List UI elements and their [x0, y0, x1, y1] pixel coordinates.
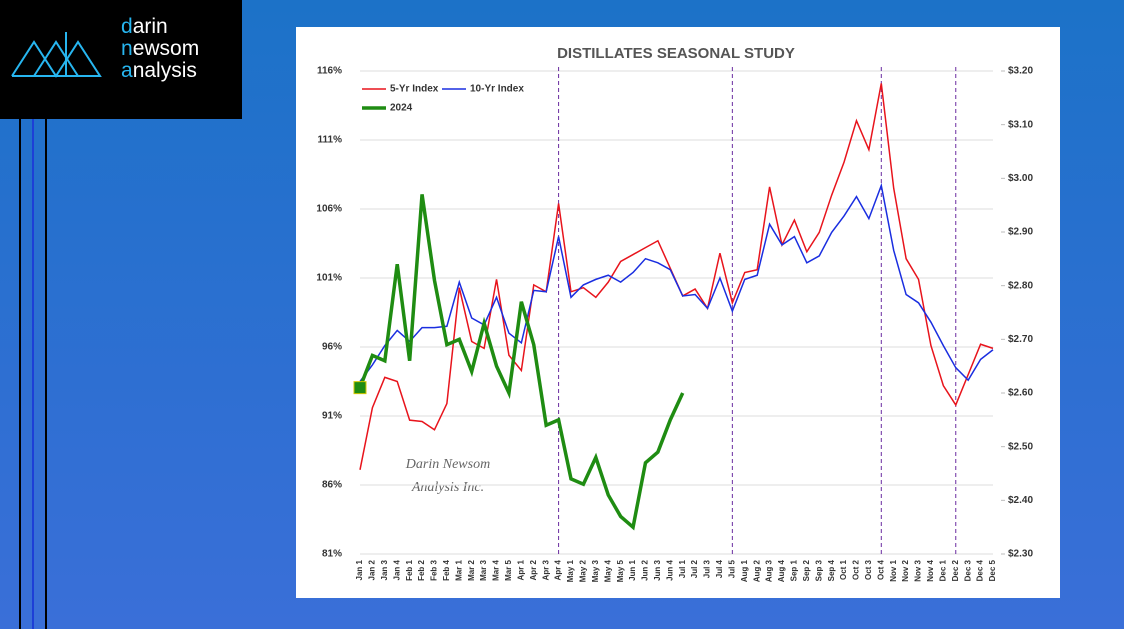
x-tick-label: Jul 3	[703, 559, 712, 578]
x-tick-label: Jun 3	[653, 559, 662, 580]
x-tick-label: Mar 2	[467, 559, 476, 580]
x-tick-label: Oct 4	[876, 559, 885, 580]
x-tick-label: May 4	[603, 559, 612, 582]
y-tick-label: 91%	[322, 411, 342, 422]
x-tick-label: Aug 4	[777, 559, 786, 582]
x-tick-label: Oct 2	[852, 559, 861, 580]
x-tick-label: Sep 1	[790, 559, 799, 581]
deco-bar	[19, 119, 21, 629]
x-tick-label: Dec 5	[988, 559, 997, 581]
y2-tick-label: $2.30	[1008, 549, 1033, 560]
x-tick-label: Apr 4	[554, 559, 563, 580]
x-tick-label: Dec 2	[951, 559, 960, 581]
x-tick-label: Mar 5	[504, 559, 513, 580]
x-tick-label: Jan 3	[380, 559, 389, 580]
x-tick-label: Jan 4	[392, 559, 401, 580]
x-tick-label: Feb 1	[405, 559, 414, 580]
x-tick-label: Nov 1	[889, 559, 898, 581]
x-tick-label: Feb 4	[442, 559, 451, 580]
series-line	[359, 83, 994, 470]
x-tick-label: Mar 3	[479, 559, 488, 580]
x-tick-label: Feb 2	[417, 559, 426, 580]
start-marker	[353, 381, 367, 395]
deco-bar	[45, 119, 47, 629]
x-tick-label: Jan 1	[355, 559, 364, 580]
logo-line: darin	[121, 15, 168, 38]
series-line	[359, 182, 994, 382]
logo-icon	[11, 32, 102, 78]
chart-title: DISTILLATES SEASONAL STUDY	[557, 45, 795, 62]
x-tick-label: Jul 4	[715, 559, 724, 578]
x-tick-label: Jun 4	[665, 559, 674, 580]
y-tick-label: 86%	[322, 480, 342, 491]
logo-line: analysis	[121, 59, 197, 82]
x-tick-label: Dec 1	[938, 559, 947, 581]
y-tick-label: 116%	[317, 66, 342, 77]
x-tick-label: May 1	[566, 559, 575, 582]
x-tick-label: Apr 2	[529, 559, 538, 580]
legend-label: 2024	[390, 103, 413, 114]
x-tick-label: Nov 2	[901, 559, 910, 581]
x-tick-label: Aug 3	[765, 559, 774, 582]
x-tick-label: Jul 1	[678, 559, 687, 578]
x-tick-label: Apr 3	[541, 559, 550, 580]
x-tick-label: Sep 2	[802, 559, 811, 581]
x-tick-label: Feb 3	[430, 559, 439, 580]
y2-tick-label: $3.20	[1008, 66, 1033, 77]
x-tick-label: May 2	[579, 559, 588, 582]
x-tick-label: Nov 3	[914, 559, 923, 581]
y2-tick-label: $2.40	[1008, 495, 1033, 506]
y-tick-label: 106%	[316, 204, 342, 215]
chart-panel: DISTILLATES SEASONAL STUDY Darin Newsom …	[296, 27, 1060, 598]
deco-bar	[32, 119, 34, 629]
x-tick-label: Mar 4	[492, 559, 501, 580]
x-tick-label: Mar 1	[454, 559, 463, 580]
x-tick-label: Aug 1	[740, 559, 749, 582]
y2-tick-label: $2.50	[1008, 441, 1033, 452]
x-tick-label: Sep 3	[814, 559, 823, 581]
y2-tick-label: $2.80	[1008, 280, 1033, 291]
chart: DISTILLATES SEASONAL STUDY Darin Newsom …	[316, 45, 1033, 582]
x-tick-label: Aug 2	[752, 559, 761, 582]
y-tick-label: 101%	[316, 273, 342, 284]
y-tick-label: 96%	[322, 342, 342, 353]
y2-tick-label: $3.10	[1008, 119, 1033, 130]
x-tick-label: Oct 3	[864, 559, 873, 580]
y-tick-label: 111%	[318, 135, 343, 146]
x-tick-label: Nov 4	[926, 559, 935, 581]
logo-line: newsom	[121, 37, 200, 60]
logo: darin newsom analysis	[0, 0, 242, 119]
x-tick-label: Jul 5	[727, 559, 736, 578]
y2-tick-label: $3.00	[1008, 173, 1033, 184]
y2-tick-label: $2.90	[1008, 227, 1033, 238]
y2-tick-label: $2.60	[1008, 388, 1033, 399]
x-tick-label: Sep 4	[827, 559, 836, 581]
y2-tick-label: $2.70	[1008, 334, 1033, 345]
x-tick-label: Jun 2	[641, 559, 650, 580]
x-tick-label: Oct 1	[839, 559, 848, 580]
legend-label: 10-Yr Index	[470, 84, 524, 95]
legend-label: 5-Yr Index	[390, 84, 439, 95]
x-tick-label: May 3	[591, 559, 600, 582]
x-tick-label: Jul 2	[690, 559, 699, 578]
x-tick-label: Apr 1	[516, 559, 525, 580]
x-tick-label: May 5	[616, 559, 625, 582]
watermark: Analysis Inc.	[411, 480, 484, 495]
x-tick-label: Dec 3	[963, 559, 972, 581]
x-tick-label: Dec 4	[976, 559, 985, 581]
x-tick-label: Jun 1	[628, 559, 637, 580]
x-tick-label: Jan 2	[368, 559, 377, 580]
y-tick-label: 81%	[322, 549, 342, 560]
watermark: Darin Newsom	[405, 457, 490, 472]
series-line	[358, 194, 685, 531]
